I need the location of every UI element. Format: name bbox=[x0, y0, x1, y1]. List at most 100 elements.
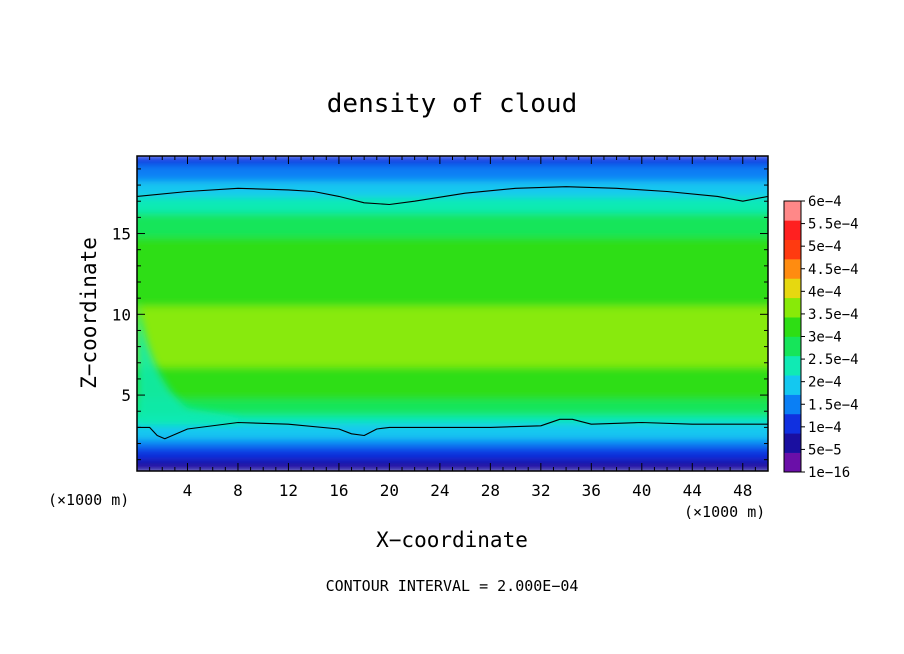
field-band bbox=[137, 255, 768, 262]
colorbar-swatch bbox=[784, 201, 801, 221]
colorbar-swatch bbox=[784, 452, 801, 473]
contour-lines bbox=[137, 186, 768, 440]
x-tick-label: 24 bbox=[430, 481, 449, 500]
colorbar-label: 5e−5 bbox=[808, 442, 842, 458]
colorbar-swatch bbox=[784, 336, 801, 357]
field-band bbox=[137, 417, 768, 424]
colorbar-swatch bbox=[784, 317, 801, 337]
x-tick-label: 16 bbox=[329, 481, 348, 500]
field-band bbox=[137, 421, 768, 428]
y-tick-label: 15 bbox=[112, 225, 131, 244]
field-band bbox=[137, 308, 768, 315]
field-band bbox=[137, 191, 768, 198]
colorbar-swatch bbox=[784, 433, 801, 453]
x-tick-label: 40 bbox=[632, 481, 651, 500]
x-tick-label: 48 bbox=[733, 481, 752, 500]
field-band bbox=[137, 461, 768, 468]
contour-line bbox=[137, 186, 768, 206]
field-band bbox=[137, 401, 768, 408]
field-band bbox=[137, 365, 768, 372]
field-band bbox=[137, 264, 768, 271]
colorbar-swatch bbox=[784, 239, 801, 260]
field-band bbox=[137, 409, 768, 416]
x-tick-label: 44 bbox=[683, 481, 702, 500]
field-band bbox=[137, 413, 768, 420]
colorbar-label: 5.5e−4 bbox=[808, 217, 859, 233]
colorbar-label: 1e−16 bbox=[808, 465, 850, 481]
field-band bbox=[137, 429, 768, 436]
chart-title: density of cloud bbox=[327, 89, 577, 119]
y-tick-label: 10 bbox=[112, 305, 131, 324]
field-band bbox=[137, 312, 768, 319]
field-band bbox=[137, 328, 768, 335]
field-band bbox=[137, 219, 768, 226]
field-band bbox=[137, 381, 768, 388]
field-band bbox=[137, 243, 768, 250]
field-band bbox=[137, 441, 768, 448]
contour-interval-note: CONTOUR INTERVAL = 2.000E−04 bbox=[326, 577, 579, 595]
field-band bbox=[137, 231, 768, 238]
x-tick-label: 12 bbox=[279, 481, 298, 500]
field-band bbox=[137, 425, 768, 432]
field-band bbox=[137, 377, 768, 384]
field-band bbox=[137, 199, 768, 206]
field-band bbox=[137, 163, 768, 170]
x-axis-ticks: 4 8 12 16 20 24 28 32 36 40 44 48 bbox=[149, 156, 756, 500]
field-band bbox=[137, 356, 768, 363]
field-band bbox=[137, 272, 768, 279]
colorbar-label: 1.5e−4 bbox=[808, 397, 859, 413]
colorbar-label: 6e−4 bbox=[808, 194, 842, 210]
x-unit-label-left: (×1000 m) bbox=[48, 491, 129, 509]
colorbar: 1e−16 5e−5 1e−4 1.5e−4 2e−4 2.5e−4 3e−4 3.5e−4 4… bbox=[783, 194, 859, 481]
field-band bbox=[137, 336, 768, 343]
x-axis-title: X−coordinate bbox=[376, 528, 528, 552]
density-field bbox=[137, 156, 768, 471]
colorbar-label: 3.5e−4 bbox=[808, 307, 859, 323]
colorbar-label: 3e−4 bbox=[808, 330, 842, 346]
x-tick-label: 28 bbox=[481, 481, 500, 500]
colorbar-label: 4.5e−4 bbox=[808, 262, 859, 278]
colorbar-swatch bbox=[784, 220, 801, 241]
field-band bbox=[137, 207, 768, 214]
field-band bbox=[137, 397, 768, 404]
colorbar-swatch bbox=[784, 278, 801, 299]
field-band bbox=[137, 433, 768, 440]
field-band bbox=[137, 223, 768, 230]
field-band bbox=[137, 369, 768, 376]
field-band bbox=[137, 260, 768, 267]
field-band bbox=[137, 453, 768, 460]
field-band bbox=[137, 405, 768, 412]
y-axis-title: Z−coordinate bbox=[77, 237, 101, 389]
colorbar-label: 5e−4 bbox=[808, 239, 842, 255]
field-band bbox=[137, 348, 768, 355]
field-band bbox=[137, 183, 768, 190]
field-band bbox=[137, 247, 768, 254]
field-band bbox=[137, 445, 768, 452]
field-band bbox=[137, 316, 768, 323]
colorbar-label: 4e−4 bbox=[808, 284, 842, 300]
field-band bbox=[137, 292, 768, 299]
field-band bbox=[137, 373, 768, 380]
colorbar-label: 2e−4 bbox=[808, 375, 842, 391]
field-band bbox=[137, 175, 768, 182]
field-band bbox=[137, 215, 768, 222]
field-band bbox=[137, 159, 768, 166]
colorbar-label: 2.5e−4 bbox=[808, 352, 859, 368]
y-tick-label: 5 bbox=[121, 386, 131, 405]
field-band bbox=[137, 284, 768, 291]
field-band bbox=[137, 203, 768, 210]
colorbar-swatch bbox=[784, 413, 801, 434]
y-axis-ticks: 5 10 15 bbox=[112, 168, 768, 461]
field-band bbox=[137, 167, 768, 174]
contour-line bbox=[137, 418, 768, 440]
field-band bbox=[137, 179, 768, 186]
field-band bbox=[137, 437, 768, 444]
x-unit-label-right: (×1000 m) bbox=[684, 503, 765, 521]
field-band bbox=[137, 300, 768, 307]
field-band bbox=[137, 385, 768, 392]
field-band bbox=[137, 449, 768, 456]
x-tick-label: 20 bbox=[380, 481, 399, 500]
colorbar-swatch bbox=[784, 259, 801, 279]
colorbar-swatch bbox=[784, 394, 801, 415]
